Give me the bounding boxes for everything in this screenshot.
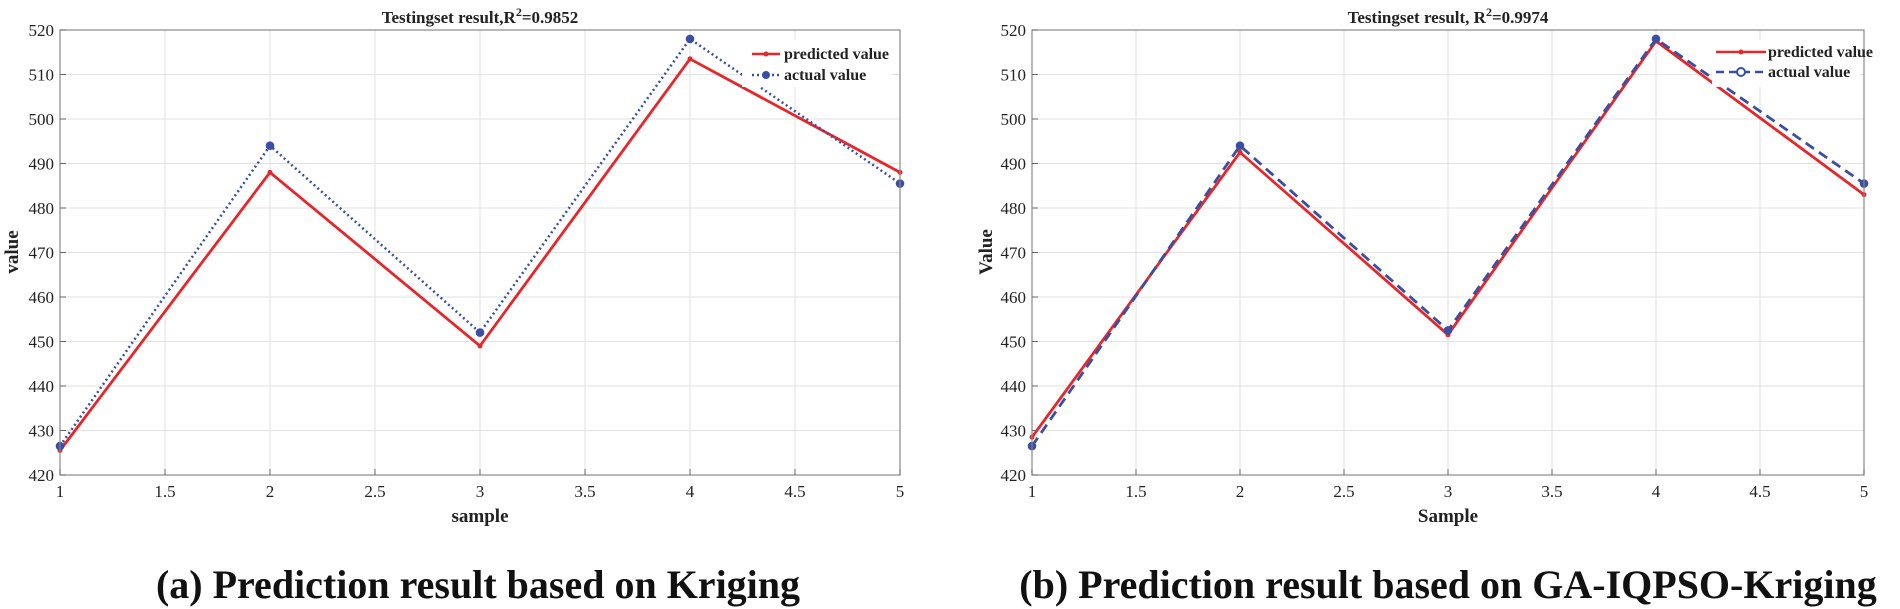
data-point-actual-a <box>475 328 485 337</box>
ticks-a: 1 1.5 2 2.5 3 3.5 4 4.5 5 420 430 440 450 460 470 480 49… <box>29 21 905 501</box>
y-tick-label-b: 510 <box>1001 66 1027 85</box>
y-tick-label-a: 460 <box>29 288 55 307</box>
x-tick-label-b: 1.5 <box>1125 482 1146 501</box>
x-tick-label-b: 3 <box>1444 482 1453 501</box>
y-tick-label-b: 500 <box>1001 110 1027 129</box>
legend-label-predicted-a: predicted value <box>784 46 889 63</box>
x-tick-label-a: 1 <box>56 482 65 501</box>
y-tick-label-b: 420 <box>1001 466 1027 485</box>
x-tick-label-a: 2.5 <box>364 482 385 501</box>
x-tick-label-a: 3 <box>476 482 485 501</box>
legend-box-b <box>1712 40 1860 87</box>
y-axis-label-b: Value <box>976 229 997 275</box>
y-tick-label-b: 470 <box>1001 244 1027 263</box>
x-tick-label-a: 3.5 <box>574 482 595 501</box>
y-tick-label-b: 450 <box>1001 333 1027 352</box>
legend-label-actual-a: actual value <box>784 67 866 84</box>
caption-a: (a) Prediction result based on Kriging <box>156 562 800 607</box>
legend-marker-predicted-a <box>763 51 769 57</box>
chart-a: 1 1.5 2 2.5 3 3.5 4 4.5 5 420 430 440 450 460 470 480 49… <box>2 5 905 607</box>
y-tick-label-b: 460 <box>1001 288 1027 307</box>
x-tick-label-b: 4.5 <box>1749 482 1770 501</box>
x-axis-label-b: Sample <box>1418 506 1478 527</box>
ticks-b: 1 1.5 2 2.5 3 3.5 4 4.5 5 420 430 440 450 460 470 480 49… <box>1001 21 1869 501</box>
legend-marker-predicted-b <box>1738 49 1744 55</box>
y-tick-label-b: 490 <box>1001 155 1027 174</box>
x-tick-label-b: 2.5 <box>1333 482 1354 501</box>
x-tick-label-b: 3.5 <box>1541 482 1562 501</box>
series-layer-b <box>1027 34 1869 451</box>
y-tick-label-a: 450 <box>29 333 55 352</box>
y-tick-label-a: 420 <box>29 466 55 485</box>
chart-b: 1 1.5 2 2.5 3 3.5 4 4.5 5 420 430 440 450 460 470 480 49… <box>976 5 1877 607</box>
data-point-actual-b <box>1443 326 1453 335</box>
data-point-predicted-a <box>687 56 693 62</box>
y-tick-label-a: 500 <box>29 110 55 129</box>
legend-marker-actual-b <box>1736 67 1746 77</box>
data-point-actual-b <box>1651 34 1661 44</box>
legend-box-a <box>742 40 892 87</box>
legend-label-predicted-b: predicted value <box>1768 44 1873 61</box>
caption-b: (b) Prediction result based on GA-IQPSO-… <box>1019 562 1876 607</box>
y-tick-label-a: 470 <box>29 244 55 263</box>
x-tick-label-b: 2 <box>1236 482 1245 501</box>
x-tick-label-a: 5 <box>896 482 905 501</box>
legend-marker-actual-a <box>762 71 770 79</box>
y-tick-label-a: 480 <box>29 199 55 218</box>
chart-title-a: Testingset result,R2=0.9852 <box>382 5 579 27</box>
x-tick-label-b: 4 <box>1652 482 1661 501</box>
data-point-actual-a <box>685 34 695 44</box>
y-tick-label-a: 520 <box>29 21 55 40</box>
y-tick-label-b: 480 <box>1001 199 1027 218</box>
x-tick-label-b: 1 <box>1028 482 1037 501</box>
y-tick-label-a: 490 <box>29 155 55 174</box>
data-point-predicted-a <box>267 169 273 175</box>
data-point-actual-b <box>1235 141 1245 150</box>
grid-a <box>59 29 901 476</box>
x-tick-label-b: 5 <box>1860 482 1869 501</box>
y-tick-label-b: 520 <box>1001 21 1027 40</box>
y-tick-label-a: 440 <box>29 377 55 396</box>
legend-a: predicted value actual value <box>742 40 892 87</box>
x-tick-label-a: 4 <box>686 482 695 501</box>
legend-b: predicted value actual value <box>1712 40 1873 87</box>
y-tick-label-b: 440 <box>1001 377 1027 396</box>
x-tick-label-a: 2 <box>266 482 275 501</box>
data-point-actual-a <box>265 141 275 150</box>
x-tick-label-a: 4.5 <box>784 482 805 501</box>
y-tick-label-b: 430 <box>1001 422 1027 441</box>
legend-label-actual-b: actual value <box>1768 64 1850 81</box>
data-point-predicted-b <box>1237 149 1243 155</box>
chart-title-b: Testingset result, R2=0.9974 <box>1348 5 1549 27</box>
data-point-predicted-a <box>477 343 483 349</box>
y-tick-label-a: 430 <box>29 422 55 441</box>
y-tick-label-a: 510 <box>29 66 55 85</box>
x-tick-label-a: 1.5 <box>154 482 175 501</box>
x-axis-label-a: sample <box>452 506 509 527</box>
y-axis-label-a: value <box>2 230 23 273</box>
